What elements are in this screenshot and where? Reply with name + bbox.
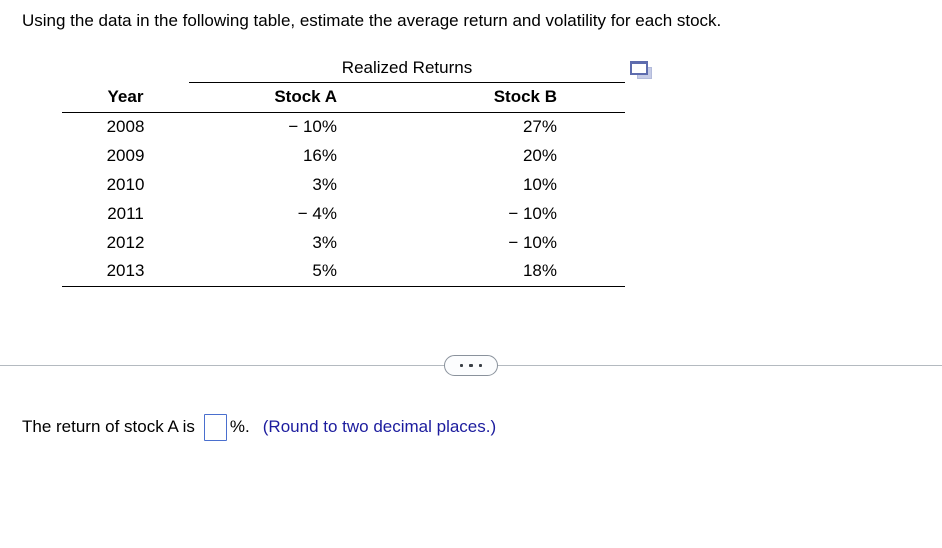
expand-ellipsis-button[interactable] [444, 355, 498, 376]
table-row: 2009 16% 20% [62, 141, 625, 170]
copy-table-icon[interactable] [630, 61, 654, 81]
col-header-year: Year [62, 82, 189, 113]
answer-suffix: %. [229, 417, 250, 436]
stock-b-cell: − 10% [508, 203, 557, 223]
year-cell: 2009 [106, 145, 145, 165]
stock-b-cell: 20% [522, 145, 557, 165]
stock-a-cell: − 10% [288, 116, 337, 136]
ellipsis-dot [478, 363, 483, 368]
table-group-header-row: Realized Returns [62, 55, 625, 83]
stock-a-cell: 3% [312, 232, 337, 252]
stock-a-cell: 16% [302, 145, 337, 165]
answer-prefix: The return of stock A is [22, 417, 195, 436]
year-cell: 2013 [62, 257, 189, 287]
question-prompt: Using the data in the following table, e… [22, 11, 722, 30]
table-row: 2010 3% 10% [62, 170, 625, 199]
table-row: 2012 3% − 10% [62, 228, 625, 257]
stock-b-cell: 18% [337, 257, 625, 287]
stock-a-cell: − 4% [297, 203, 337, 223]
realized-returns-table: Realized Returns Year Stock A Stock B 20… [62, 55, 625, 287]
table-row: 2011 − 4% − 10% [62, 199, 625, 228]
ellipsis-dot [469, 363, 473, 368]
answer-instruction: (Round to two decimal places.) [262, 417, 497, 436]
copy-icon-front-window [630, 61, 648, 75]
stock-b-cell: − 10% [508, 232, 557, 252]
col-header-stock-a: Stock A [189, 82, 337, 113]
year-cell: 2012 [106, 232, 145, 252]
year-cell: 2008 [106, 116, 145, 136]
table-group-header: Realized Returns [189, 55, 625, 83]
return-input[interactable] [203, 413, 227, 441]
year-cell: 2011 [107, 203, 144, 223]
table-group-spacer [62, 55, 189, 82]
stock-a-cell: 3% [312, 174, 337, 194]
stock-b-cell: 27% [522, 116, 557, 136]
stock-b-cell: 10% [522, 174, 557, 194]
year-cell: 2010 [106, 174, 145, 194]
col-header-stock-b: Stock B [337, 82, 625, 113]
table-row: 2008 − 10% 27% [62, 112, 625, 141]
table-header-row: Year Stock A Stock B [62, 82, 625, 113]
answer-section: The return of stock A is %. (Round to tw… [22, 411, 496, 443]
table-row: 2013 5% 18% [62, 257, 625, 287]
ellipsis-dot [459, 363, 464, 368]
stock-a-cell: 5% [189, 257, 337, 287]
